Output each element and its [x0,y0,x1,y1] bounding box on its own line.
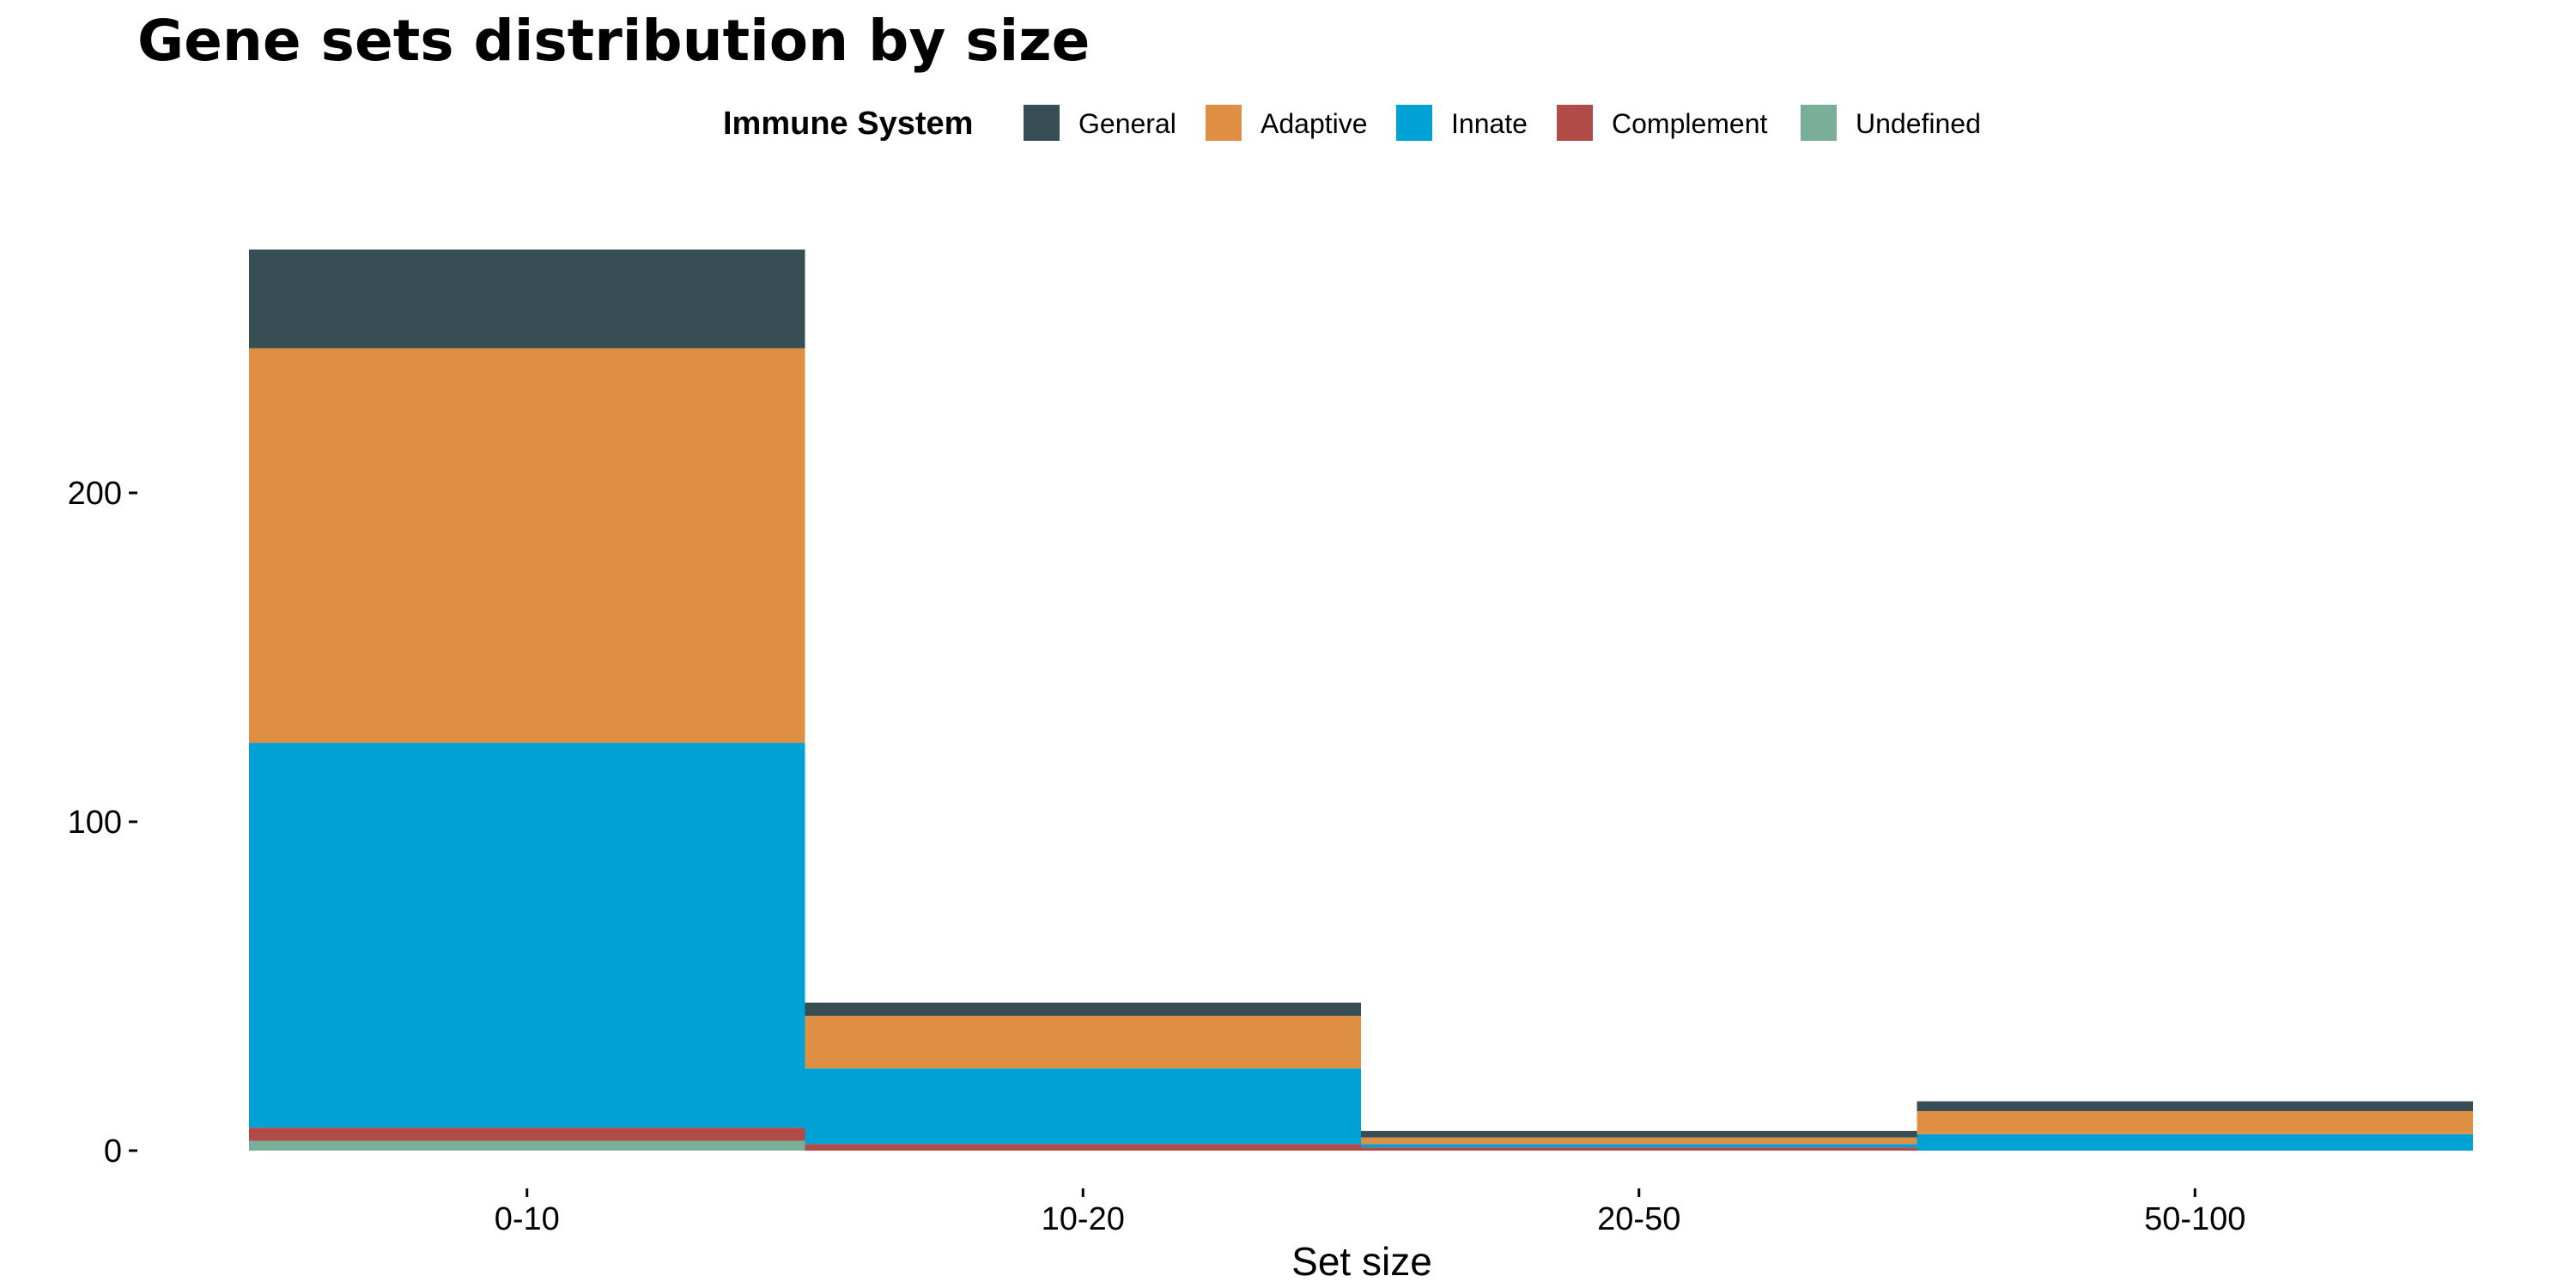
bar-adaptive-50-100 [1917,1111,2473,1134]
bar-innate-0-10 [249,743,805,1128]
x-axis: 0-10 10-20 20-50 50-100 [495,1188,2245,1237]
x-tick-label: 0-10 [495,1201,560,1237]
bar-innate-50-100 [1917,1133,2473,1151]
legend-key-innate [1396,105,1432,141]
bar-innate-20-50 [1361,1144,1917,1148]
legend-label-innate: Innate [1451,108,1528,139]
legend-label-undefined: Undefined [1856,108,1981,139]
y-axis: 0 100 200 [68,476,137,1170]
x-tick-label: 50-100 [2144,1201,2245,1237]
legend-title: Immune System [723,106,973,142]
y-tick-label: 100 [68,805,122,841]
legend-label-complement: Complement [1612,108,1768,139]
y-tick-label: 0 [104,1133,122,1170]
bar-general-10-20 [805,1002,1361,1016]
bar-complement-10-20 [805,1144,1361,1151]
legend-label-adaptive: Adaptive [1261,108,1368,139]
x-axis-title: Set size [1291,1239,1432,1284]
bar-general-0-10 [249,249,805,349]
plot-area: 0 100 200 0-10 10-20 20-50 50-100 [68,249,2473,1237]
y-tick-label: 200 [68,476,122,512]
bars [249,249,2473,1151]
x-tick-label: 10-20 [1042,1201,1125,1237]
bar-complement-0-10 [249,1127,805,1141]
bar-adaptive-0-10 [249,348,805,744]
legend-label-general: General [1078,108,1176,139]
bar-adaptive-20-50 [1361,1137,1917,1145]
legend-key-undefined [1801,105,1837,141]
legend-key-adaptive [1206,105,1242,141]
legend-key-general [1024,105,1060,141]
legend: Immune System General Adaptive Innate Comple… [723,105,1981,142]
x-tick-label: 20-50 [1597,1201,1680,1237]
bar-adaptive-10-20 [805,1015,1361,1069]
bar-general-20-50 [1361,1131,1917,1138]
bar-complement-20-50 [1361,1147,1917,1151]
bar-undefined-0-10 [249,1140,805,1151]
legend-key-complement [1557,105,1593,141]
chart-title: Gene sets distribution by size [137,8,1090,74]
bar-innate-10-20 [805,1068,1361,1145]
bar-general-50-100 [1917,1101,2473,1112]
